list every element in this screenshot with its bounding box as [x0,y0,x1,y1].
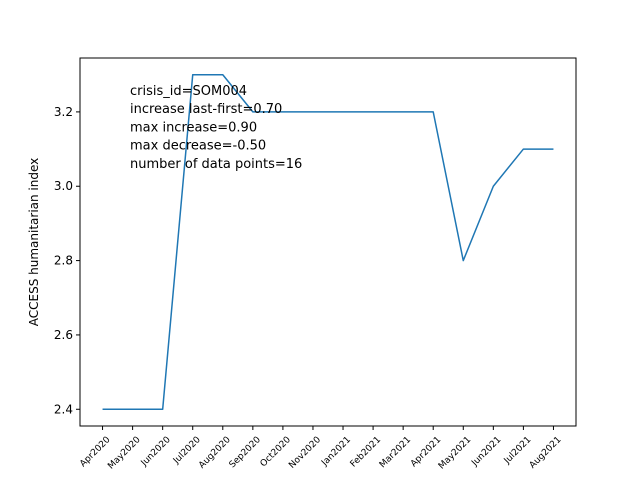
annotation-line: max increase=0.90 [130,120,257,135]
series-line [102,73,554,411]
annotation-line: number of data points=16 [130,157,302,172]
y-tick-label: 2.4 [54,402,73,416]
y-tick-label: 2.8 [54,254,73,268]
annotation-line: max decrease=-0.50 [130,139,266,154]
annotation-line: increase last-first=0.70 [130,102,282,117]
y-axis-label: ACCESS humanitarian index [27,158,41,327]
stats-annotation: crisis_id=SOM004 increase last-first=0.70… [130,84,302,172]
y-tick-label: 3.2 [54,105,73,119]
annotation-line: crisis_id=SOM004 [130,84,247,99]
y-tick-label: 2.6 [54,328,73,342]
y-tick-label: 3.0 [54,179,73,193]
plot-area-frame [79,57,577,427]
